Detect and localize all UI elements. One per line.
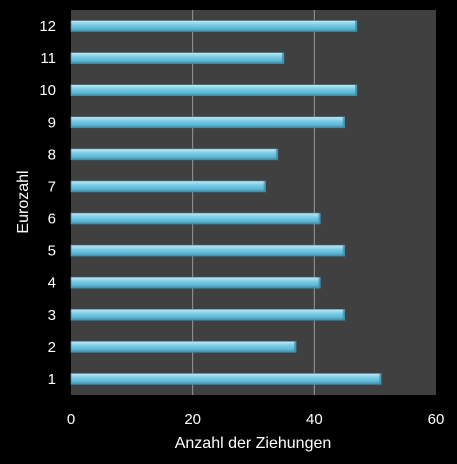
bar-cap — [294, 341, 297, 353]
bar-eurozahl-11 — [70, 52, 285, 64]
bar-cap — [281, 52, 284, 64]
y-tick-label: 6 — [48, 211, 56, 228]
bar-eurozahl-7 — [70, 180, 266, 193]
y-tick-label: 12 — [39, 18, 56, 35]
y-tick-label: 8 — [48, 146, 56, 163]
gridlines — [192, 10, 315, 395]
bars — [70, 20, 382, 385]
bar-cap — [318, 277, 321, 289]
bar-cap — [263, 180, 266, 192]
bar-eurozahl-8 — [70, 148, 279, 161]
bar-eurozahl-12 — [70, 20, 358, 32]
bar-cap — [318, 213, 321, 225]
x-tick-label: 20 — [184, 411, 201, 428]
y-tick-label: 3 — [48, 307, 56, 324]
bar-eurozahl-1 — [70, 373, 382, 385]
bar-eurozahl-9 — [70, 116, 346, 129]
bar-cap — [275, 148, 278, 160]
y-tick-label: 1 — [48, 371, 56, 388]
bar-eurozahl-3 — [70, 308, 346, 321]
bar-cap — [379, 373, 382, 385]
x-axis-title: Anzahl der Ziehungen — [175, 435, 332, 452]
bar-eurozahl-4 — [70, 276, 321, 289]
x-tick-label: 0 — [67, 411, 75, 428]
bar-eurozahl-5 — [70, 244, 346, 257]
bar-eurozahl-2 — [70, 341, 297, 353]
bar-eurozahl-6 — [70, 212, 321, 225]
x-tick-label: 40 — [306, 411, 323, 428]
y-tick-label: 4 — [48, 275, 56, 292]
x-tick-labels: 0 20 40 60 — [67, 411, 445, 428]
y-tick-label: 5 — [48, 243, 56, 260]
bar-eurozahl-10 — [70, 84, 358, 97]
y-tick-label: 9 — [48, 114, 56, 131]
y-axis-title: Eurozahl — [15, 170, 32, 233]
bar-cap — [354, 84, 357, 96]
y-tick-label: 11 — [40, 50, 56, 67]
bar-cap — [342, 116, 345, 128]
bar-cap — [354, 20, 357, 32]
y-tick-label: 7 — [48, 178, 56, 195]
y-tick-label: 10 — [39, 82, 56, 99]
bar-cap — [342, 245, 345, 257]
y-tick-label: 2 — [48, 339, 56, 356]
plot-area — [71, 10, 436, 395]
bar-cap — [342, 309, 345, 321]
x-tick-label: 60 — [428, 411, 445, 428]
